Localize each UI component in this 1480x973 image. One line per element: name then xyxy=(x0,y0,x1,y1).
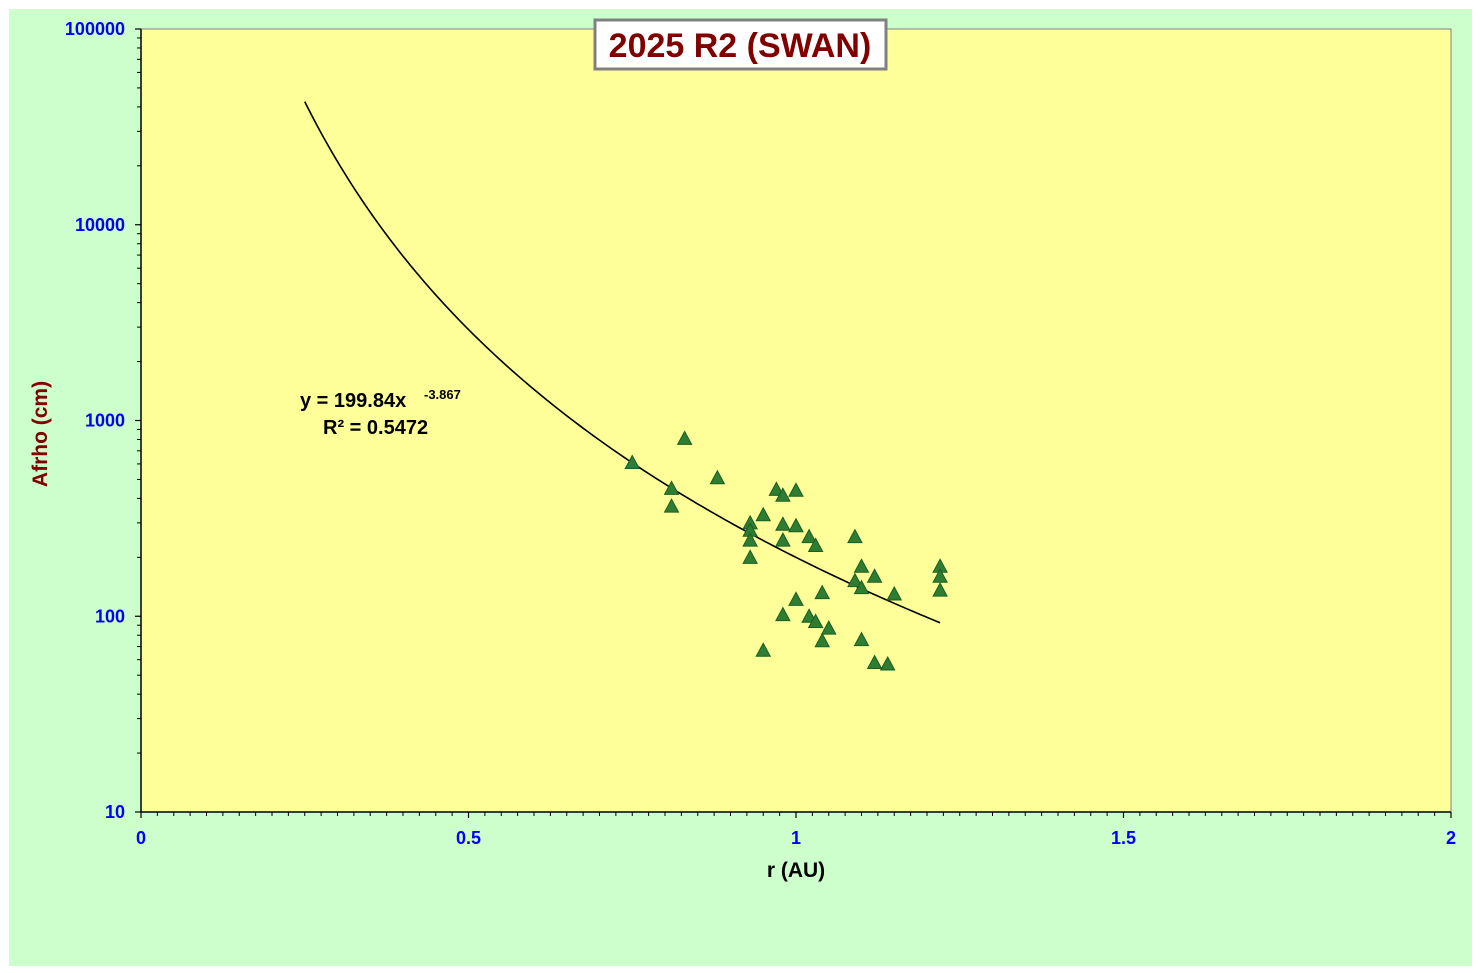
x-tick-label: 0 xyxy=(136,828,146,848)
y-axis-title: Afrho (cm) xyxy=(29,381,52,487)
data-point xyxy=(775,516,791,531)
x-tick-label: 0.5 xyxy=(456,828,481,848)
data-point xyxy=(807,537,824,552)
data-point xyxy=(775,532,791,547)
plot-area xyxy=(140,28,1452,813)
y-tick-label: 10 xyxy=(105,802,125,822)
data-point xyxy=(768,481,785,496)
y-tick-label: 1000 xyxy=(85,411,125,431)
chart-title: 2025 R2 (SWAN) xyxy=(609,27,872,65)
data-point xyxy=(853,631,870,647)
data-point xyxy=(663,498,680,513)
data-point xyxy=(788,591,804,606)
data-point xyxy=(663,480,680,495)
chart-title-box: 2025 R2 (SWAN) xyxy=(593,18,888,71)
data-point xyxy=(932,582,948,597)
data-point xyxy=(624,454,641,470)
y-tick-label: 100000 xyxy=(65,19,125,39)
trendline-equation: y = 199.84x -3.867 R² = 0.5472 xyxy=(300,387,461,439)
data-point xyxy=(820,620,837,635)
data-point xyxy=(801,608,817,623)
data-point xyxy=(775,487,791,502)
x-tick-labels: 0 0.5 1 1.5 2 xyxy=(136,828,1456,848)
y-tick-label: 10000 xyxy=(75,215,125,235)
data-point xyxy=(775,606,791,622)
data-point xyxy=(788,482,804,497)
data-point xyxy=(814,584,831,600)
data-point xyxy=(847,572,863,588)
data-point xyxy=(742,532,758,547)
data-point xyxy=(755,506,772,522)
data-point xyxy=(866,654,883,670)
data-point xyxy=(886,585,903,601)
data-point xyxy=(853,558,870,573)
trendline-equation-main: y = 199.84x xyxy=(300,390,406,412)
y-tick-labels: 10 100 1000 10000 100000 xyxy=(65,19,125,822)
data-point xyxy=(814,632,831,648)
data-point xyxy=(879,655,896,671)
data-points xyxy=(624,430,948,671)
data-point xyxy=(866,568,883,583)
data-point xyxy=(801,528,817,544)
data-point xyxy=(742,549,758,564)
x-tick-label: 2 xyxy=(1446,828,1456,848)
data-point xyxy=(755,642,772,657)
trendline-equation-exponent: -3.867 xyxy=(424,387,461,402)
x-axis-title: r (AU) xyxy=(767,859,825,882)
data-point xyxy=(853,579,870,595)
trendline xyxy=(304,101,941,624)
data-point xyxy=(676,430,693,445)
trendline-r-squared: R² = 0.5472 xyxy=(323,417,428,439)
axes xyxy=(135,28,1452,818)
x-tick-label: 1.5 xyxy=(1111,828,1136,848)
data-point xyxy=(709,469,726,485)
data-point xyxy=(788,517,804,533)
data-point xyxy=(807,613,824,629)
data-point xyxy=(847,528,863,544)
x-tick-label: 1 xyxy=(791,828,801,848)
y-tick-label: 100 xyxy=(95,606,125,626)
